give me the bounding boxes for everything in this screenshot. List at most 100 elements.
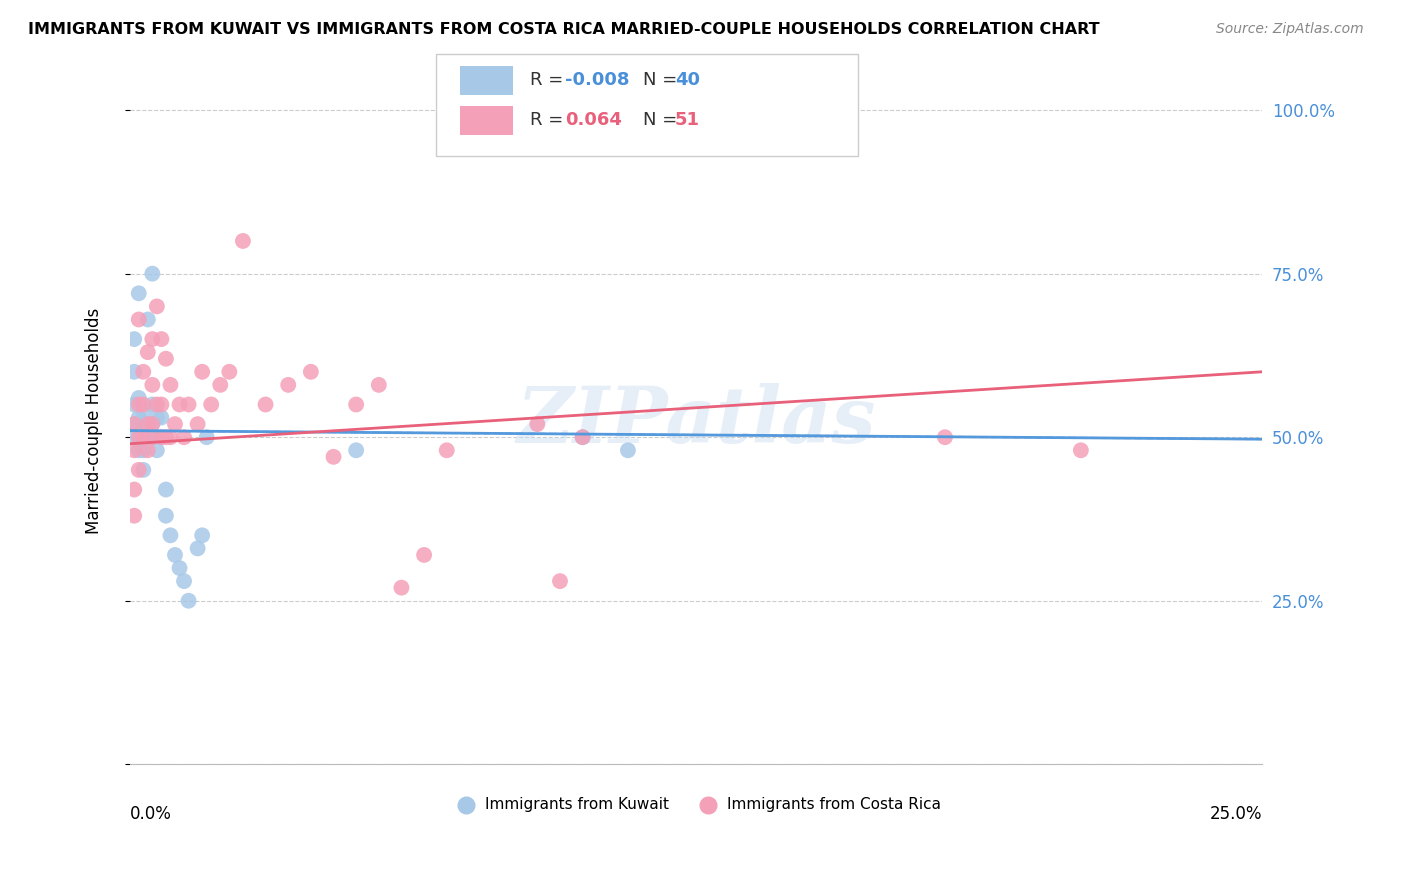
Point (571, 430, 593, 444)
Point (132, 365, 155, 379)
Point (187, 541, 209, 556)
Text: R =: R = (530, 112, 575, 129)
Point (195, 430, 218, 444)
Point (173, 430, 195, 444)
Point (122, 417, 145, 431)
Point (191, 528, 214, 542)
Text: 0.064: 0.064 (565, 112, 621, 129)
Point (128, 312, 150, 326)
Point (146, 397, 169, 411)
Point (141, 430, 163, 444)
Point (128, 286, 150, 301)
Text: 40: 40 (675, 71, 700, 89)
Point (141, 397, 163, 411)
Point (163, 548, 186, 562)
Point (128, 391, 150, 405)
Point (141, 267, 163, 281)
Point (1070, 443, 1092, 458)
Point (277, 377, 299, 392)
Y-axis label: Married-couple Households: Married-couple Households (86, 308, 103, 534)
Point (136, 417, 159, 431)
Point (132, 397, 155, 411)
Point (169, 561, 191, 575)
Text: ZIPatlas: ZIPatlas (516, 383, 876, 459)
Point (344, 443, 367, 458)
Point (299, 365, 322, 379)
Point (526, 417, 548, 431)
Point (150, 397, 173, 411)
Point (136, 443, 159, 458)
Text: N =: N = (643, 71, 682, 89)
Point (128, 463, 150, 477)
Point (132, 417, 155, 431)
Point (177, 397, 200, 411)
Point (155, 430, 177, 444)
Point (571, 430, 593, 444)
Point (132, 404, 155, 418)
Point (132, 463, 155, 477)
Point (141, 430, 163, 444)
Point (177, 593, 200, 607)
Point (122, 430, 145, 444)
Point (136, 345, 159, 359)
Point (150, 430, 173, 444)
Point (155, 351, 177, 366)
Point (232, 234, 254, 248)
Point (200, 397, 222, 411)
Point (436, 443, 458, 458)
Point (122, 508, 145, 523)
Point (122, 417, 145, 431)
Point (132, 430, 155, 444)
Point (146, 443, 169, 458)
Point (128, 430, 150, 444)
Text: -0.008: -0.008 (565, 71, 630, 89)
Point (146, 299, 169, 313)
Point (322, 450, 344, 464)
Point (141, 377, 163, 392)
Text: 25.0%: 25.0% (1209, 805, 1263, 823)
Point (141, 417, 163, 431)
Point (132, 430, 155, 444)
Point (617, 443, 640, 458)
Text: Source: ZipAtlas.com: Source: ZipAtlas.com (1216, 22, 1364, 37)
Point (122, 332, 145, 346)
Point (159, 430, 181, 444)
Point (150, 332, 173, 346)
Legend: Immigrants from Kuwait, Immigrants from Costa Rica: Immigrants from Kuwait, Immigrants from … (444, 791, 948, 819)
Text: R =: R = (530, 71, 569, 89)
Point (146, 410, 169, 425)
Point (128, 410, 150, 425)
Point (122, 483, 145, 497)
Point (155, 508, 177, 523)
Point (136, 312, 159, 326)
Point (391, 581, 413, 595)
Point (136, 430, 159, 444)
Point (155, 483, 177, 497)
Point (132, 424, 155, 438)
Point (367, 377, 389, 392)
Point (132, 443, 155, 458)
Text: IMMIGRANTS FROM KUWAIT VS IMMIGRANTS FROM COSTA RICA MARRIED-COUPLE HOUSEHOLDS C: IMMIGRANTS FROM KUWAIT VS IMMIGRANTS FRO… (28, 22, 1099, 37)
Point (128, 443, 150, 458)
Point (122, 397, 145, 411)
Point (218, 365, 240, 379)
Point (209, 377, 232, 392)
Point (141, 332, 163, 346)
Point (344, 397, 367, 411)
Point (122, 365, 145, 379)
Point (122, 443, 145, 458)
Point (169, 397, 191, 411)
Point (136, 417, 159, 431)
Text: 51: 51 (675, 112, 700, 129)
Point (163, 417, 186, 431)
Point (934, 430, 956, 444)
Point (254, 397, 277, 411)
Point (141, 417, 163, 431)
Point (159, 377, 181, 392)
Point (128, 397, 150, 411)
Point (173, 574, 195, 588)
Point (159, 528, 181, 542)
Point (548, 574, 571, 588)
Point (128, 430, 150, 444)
Point (150, 430, 173, 444)
